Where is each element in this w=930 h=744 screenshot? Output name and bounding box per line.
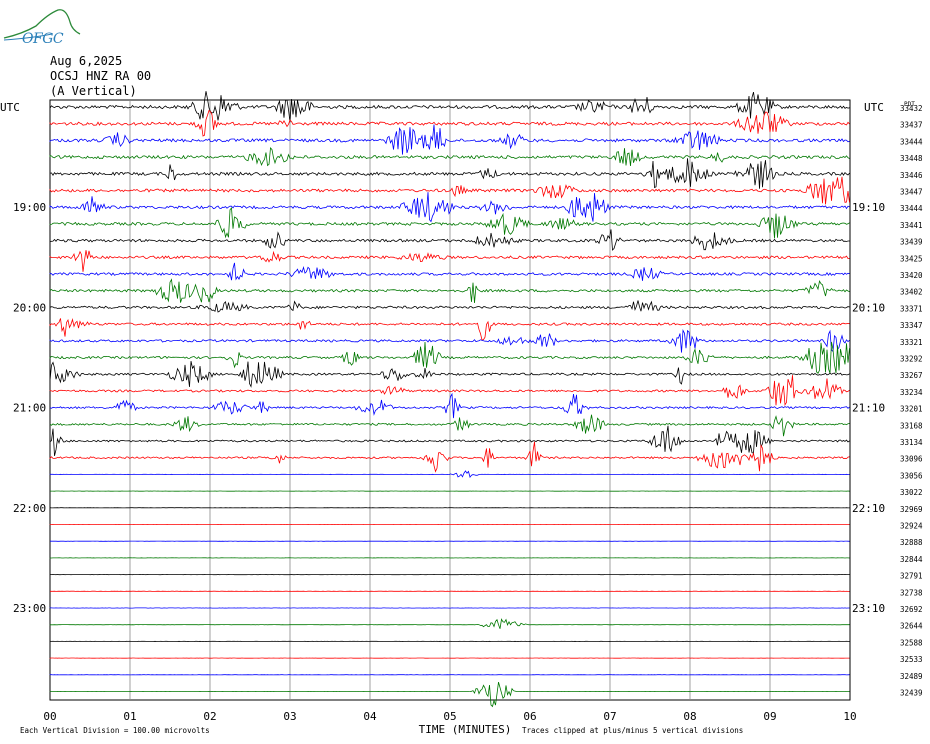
seismic-trace [49, 300, 850, 313]
trace-offset-label: 33056 [900, 471, 923, 480]
trace-offset-label: 33437 [900, 121, 923, 130]
x-axis-label: TIME (MINUTES) [419, 723, 512, 736]
trace-offset-label: 33444 [900, 137, 923, 146]
trace-offset-label: 33432 [900, 104, 923, 113]
x-tick-label: 05 [443, 710, 456, 723]
date-label: Aug 6,2025 [50, 54, 123, 68]
seismic-trace [49, 262, 850, 281]
trace-offset-label: 32644 [900, 622, 923, 631]
trace-offset-label: 33402 [900, 288, 923, 297]
seismic-trace [49, 317, 850, 341]
seismic-trace [49, 176, 850, 205]
x-tick-label: 01 [123, 710, 136, 723]
x-tick-label: 06 [523, 710, 536, 723]
trace-offset-label: 33267 [900, 371, 923, 380]
right-utc-header: UTC [864, 101, 884, 114]
x-tick-label: 09 [763, 710, 776, 723]
seismic-trace [49, 158, 850, 189]
seismic-trace [49, 91, 850, 123]
right-time-label: 22:10 [852, 502, 885, 515]
trace-offset-label: 32969 [900, 505, 923, 514]
trace-offset-label: 32439 [900, 689, 923, 698]
x-tick-label: 10 [843, 710, 856, 723]
left-time-label: 23:00 [13, 602, 46, 615]
seismic-trace [49, 146, 850, 167]
trace-offset-label: 32533 [900, 655, 923, 664]
trace-offset-label: 33292 [900, 355, 923, 364]
trace-offset-label: 33441 [900, 221, 923, 230]
trace-offset-label: 33439 [900, 238, 923, 247]
seismic-trace [49, 109, 850, 137]
x-tick-label: 03 [283, 710, 296, 723]
x-tick-label: 08 [683, 710, 696, 723]
trace-offset-label: 32588 [900, 638, 923, 647]
trace-offset-label: 33321 [900, 338, 923, 347]
trace-offset-label: 33134 [900, 438, 923, 447]
trace-offset-label: 33371 [900, 304, 923, 313]
seismic-trace [49, 618, 850, 629]
left-time-label: 22:00 [13, 502, 46, 515]
trace-offset-label: 33234 [900, 388, 923, 397]
logo-text: OFGC [22, 31, 64, 47]
left-utc-header: UTC [0, 101, 20, 114]
trace-offset-label: 33347 [900, 321, 923, 330]
seismic-trace [49, 681, 850, 708]
seismic-trace [49, 192, 850, 223]
trace-offset-label: 32844 [900, 555, 923, 564]
seismic-trace [49, 441, 850, 473]
x-tick-label: 02 [203, 710, 216, 723]
trace-offset-label: 33444 [900, 204, 923, 213]
x-tick-label: 07 [603, 710, 616, 723]
right-time-label: 20:10 [852, 301, 885, 314]
seismic-trace [49, 124, 850, 155]
seismic-trace [49, 229, 850, 251]
seismic-trace [49, 250, 850, 272]
trace-offset-label: 32924 [900, 522, 923, 531]
left-time-label: 21:00 [13, 402, 46, 415]
trace-offset-label: 33420 [900, 271, 923, 280]
trace-offset-label: 32888 [900, 538, 923, 547]
trace-offset-label: 33022 [900, 488, 923, 497]
left-time-label: 19:00 [13, 201, 46, 214]
right-time-label: 19:10 [852, 201, 885, 214]
trace-offset-label: 33447 [900, 188, 923, 197]
seismic-trace [49, 341, 850, 374]
trace-offset-label: 32692 [900, 605, 923, 614]
seismic-trace [49, 375, 850, 407]
right-time-label: 23:10 [852, 602, 885, 615]
right-time-label: 21:10 [852, 402, 885, 415]
seismic-trace [49, 425, 850, 456]
trace-offset-label: 32489 [900, 672, 923, 681]
trace-offset-label: 33201 [900, 405, 923, 414]
trace-offset-label: 33096 [900, 455, 923, 464]
trace-offset-label: 33425 [900, 254, 923, 263]
clip-note: Traces clipped at plus/minus 5 vertical … [522, 726, 743, 735]
pdt-label: PDT [904, 101, 915, 108]
seismic-trace [49, 278, 850, 304]
seismic-trace [49, 328, 850, 353]
seismic-trace [49, 470, 850, 478]
trace-offset-label: 32738 [900, 588, 923, 597]
logo: OFGC [2, 4, 82, 48]
station-label: OCSJ HNZ RA 00 [50, 69, 152, 83]
trace-offset-label: 32791 [900, 572, 923, 581]
seismic-trace [49, 392, 850, 419]
trace-offset-label: 33446 [900, 171, 923, 180]
seismic-trace [49, 206, 850, 239]
trace-offset-label: 33168 [900, 421, 923, 430]
seismic-trace [49, 414, 850, 437]
x-tick-label: 00 [43, 710, 56, 723]
trace-offset-label: 33448 [900, 154, 923, 163]
scale-note: Each Vertical Division = 100.00 microvol… [20, 726, 210, 735]
x-tick-label: 04 [363, 710, 377, 723]
mountain-logo-icon [3, 9, 81, 41]
seismic-trace [49, 361, 850, 388]
left-time-label: 20:00 [13, 301, 46, 314]
component-label: (A Vertical) [50, 84, 137, 98]
